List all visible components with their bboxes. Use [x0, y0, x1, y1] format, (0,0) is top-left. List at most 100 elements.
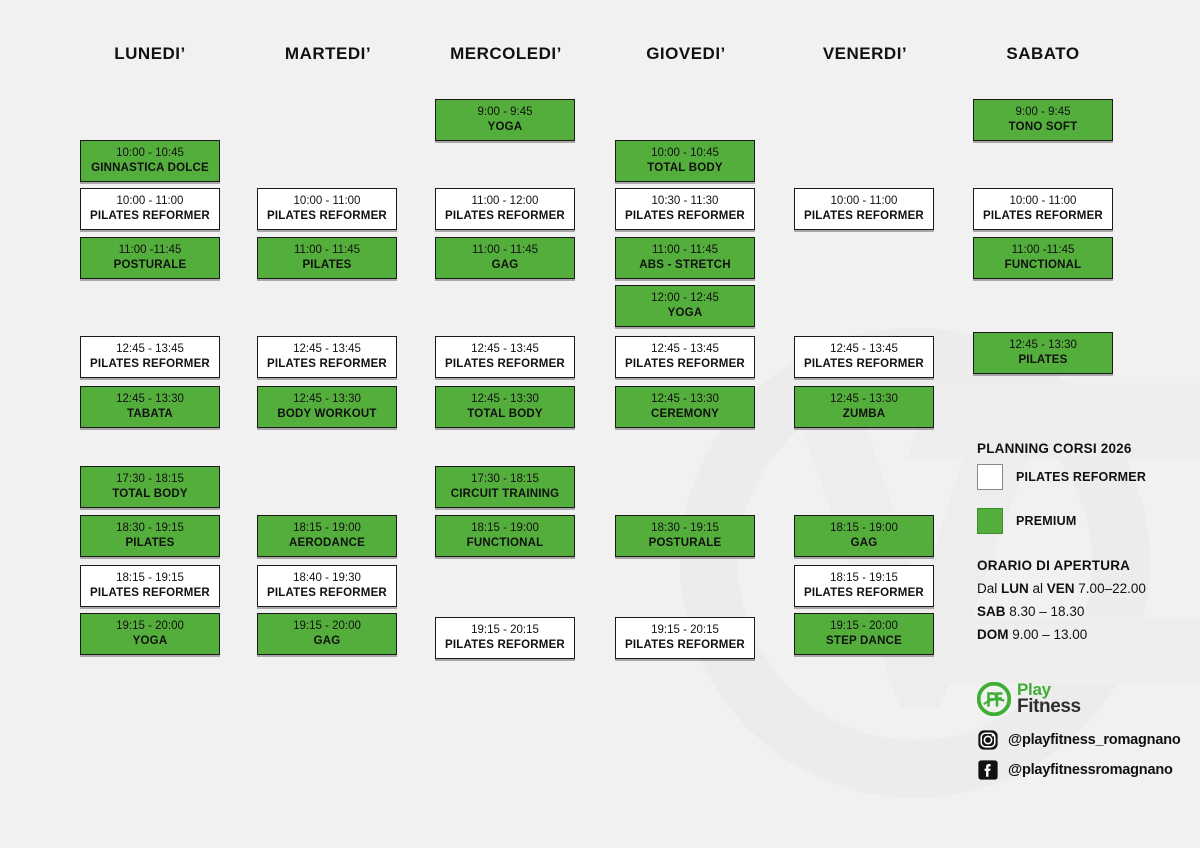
class-name: PILATES REFORMER: [804, 358, 924, 370]
class-card[interactable]: 10:00 - 10:45 GINNASTICA DOLCE: [80, 140, 220, 182]
class-card[interactable]: 10:00 - 11:00 PILATES REFORMER: [794, 188, 934, 230]
class-card[interactable]: 11:00 - 11:45 PILATES: [257, 237, 397, 279]
class-card[interactable]: 18:15 - 19:00 AERODANCE: [257, 515, 397, 557]
class-name: PILATES REFORMER: [90, 587, 210, 599]
class-name: PILATES REFORMER: [445, 639, 565, 651]
class-card[interactable]: 19:15 - 20:15 PILATES REFORMER: [615, 617, 755, 659]
class-time: 12:45 - 13:45: [651, 343, 719, 356]
legend-item-reformer: PILATES REFORMER: [977, 464, 1146, 490]
class-card[interactable]: 17:30 - 18:15 CIRCUIT TRAINING: [435, 466, 575, 508]
class-card[interactable]: 19:15 - 20:15 PILATES REFORMER: [435, 617, 575, 659]
class-card[interactable]: 11:00 -11:45 FUNCTIONAL: [973, 237, 1113, 279]
class-card[interactable]: 17:30 - 18:15 TOTAL BODY: [80, 466, 220, 508]
class-time: 12:45 - 13:45: [471, 343, 539, 356]
class-card[interactable]: 10:00 - 11:00 PILATES REFORMER: [257, 188, 397, 230]
class-name: YOGA: [132, 635, 168, 647]
class-name: CEREMONY: [650, 408, 720, 420]
play-fitness-logo-icon: [977, 682, 1011, 717]
class-card[interactable]: 9:00 - 9:45 YOGA: [435, 99, 575, 141]
class-time: 12:45 - 13:45: [293, 343, 361, 356]
class-time: 18:30 - 19:15: [116, 522, 184, 535]
instagram-handle[interactable]: @playfitness_romagnano: [1008, 732, 1181, 748]
class-card[interactable]: 12:45 - 13:45 PILATES REFORMER: [615, 336, 755, 378]
class-name: PILATES REFORMER: [445, 358, 565, 370]
class-card[interactable]: 12:45 - 13:45 PILATES REFORMER: [80, 336, 220, 378]
class-card[interactable]: 12:45 - 13:45 PILATES REFORMER: [794, 336, 934, 378]
class-name: PILATES: [302, 259, 352, 271]
class-time: 18:15 - 19:00: [471, 522, 539, 535]
class-card[interactable]: 19:15 - 20:00 STEP DANCE: [794, 613, 934, 655]
class-name: POSTURALE: [648, 537, 722, 549]
class-card[interactable]: 11:00 - 12:00 PILATES REFORMER: [435, 188, 575, 230]
class-card[interactable]: 10:00 - 10:45 TOTAL BODY: [615, 140, 755, 182]
legend-title: PLANNING CORSI 2026: [977, 441, 1132, 456]
class-card[interactable]: 11:00 - 11:45 ABS - STRETCH: [615, 237, 755, 279]
facebook-icon[interactable]: [977, 759, 999, 781]
brand-logo: Play Fitness: [977, 681, 1081, 717]
class-card[interactable]: 18:15 - 19:15 PILATES REFORMER: [794, 565, 934, 607]
class-card[interactable]: 12:00 - 12:45 YOGA: [615, 285, 755, 327]
class-time: 10:00 - 10:45: [116, 147, 184, 160]
legend-swatch-premium: [977, 508, 1003, 534]
class-time: 17:30 - 18:15: [116, 473, 184, 486]
class-card[interactable]: 12:45 - 13:30 PILATES: [973, 332, 1113, 374]
class-card[interactable]: 10:00 - 11:00 PILATES REFORMER: [80, 188, 220, 230]
class-name: POSTURALE: [113, 259, 187, 271]
class-name: PILATES REFORMER: [983, 210, 1103, 222]
legend-label: PREMIUM: [1016, 514, 1077, 528]
class-name: PILATES: [125, 537, 175, 549]
class-time: 9:00 - 9:45: [1015, 106, 1071, 119]
class-card[interactable]: 12:45 - 13:30 TABATA: [80, 386, 220, 428]
facebook-handle[interactable]: @playfitnessromagnano: [1008, 762, 1173, 778]
class-card[interactable]: 18:30 - 19:15 PILATES: [80, 515, 220, 557]
opening-hours-line: SAB 8.30 – 18.30: [977, 604, 1085, 619]
class-card[interactable]: 18:15 - 19:00 GAG: [794, 515, 934, 557]
class-card[interactable]: 12:45 - 13:45 PILATES REFORMER: [257, 336, 397, 378]
class-card[interactable]: 12:45 - 13:30 ZUMBA: [794, 386, 934, 428]
class-time: 12:45 - 13:30: [830, 393, 898, 406]
legend-item-premium: PREMIUM: [977, 508, 1076, 534]
class-card[interactable]: 12:45 - 13:30 TOTAL BODY: [435, 386, 575, 428]
class-time: 10:00 - 11:00: [1009, 195, 1077, 208]
class-name: GAG: [313, 635, 341, 647]
class-name: PILATES REFORMER: [804, 210, 924, 222]
class-name: STEP DANCE: [826, 635, 902, 647]
instagram-row[interactable]: @playfitness_romagnano: [977, 729, 1181, 751]
day-header-giovedi: GIOVEDI’: [646, 44, 726, 63]
class-card[interactable]: 10:30 - 11:30 PILATES REFORMER: [615, 188, 755, 230]
class-card[interactable]: 18:30 - 19:15 POSTURALE: [615, 515, 755, 557]
class-time: 18:40 - 19:30: [293, 572, 361, 585]
instagram-icon[interactable]: [977, 729, 999, 751]
facebook-row[interactable]: @playfitnessromagnano: [977, 759, 1173, 781]
class-time: 11:00 - 12:00: [471, 195, 539, 208]
class-card[interactable]: 12:45 - 13:30 CEREMONY: [615, 386, 755, 428]
class-time: 9:00 - 9:45: [477, 106, 533, 119]
class-time: 18:15 - 19:00: [293, 522, 361, 535]
class-card[interactable]: 19:15 - 20:00 GAG: [257, 613, 397, 655]
class-card[interactable]: 18:40 - 19:30 PILATES REFORMER: [257, 565, 397, 607]
day-header-mercoledi: MERCOLEDI’: [450, 44, 562, 63]
opening-hours-title: ORARIO DI APERTURA: [977, 558, 1131, 573]
class-card[interactable]: 9:00 - 9:45 TONO SOFT: [973, 99, 1113, 141]
class-card[interactable]: 19:15 - 20:00 YOGA: [80, 613, 220, 655]
class-name: ABS - STRETCH: [639, 259, 731, 271]
class-time: 11:00 - 11:45: [471, 244, 539, 257]
class-time: 11:00 - 11:45: [293, 244, 361, 257]
class-time: 19:15 - 20:15: [471, 624, 539, 637]
class-time: 10:00 - 11:00: [116, 195, 184, 208]
class-card[interactable]: 12:45 - 13:30 BODY WORKOUT: [257, 386, 397, 428]
class-time: 11:00 -11:45: [118, 244, 182, 257]
class-name: CIRCUIT TRAINING: [450, 488, 560, 500]
class-time: 10:00 - 11:00: [293, 195, 361, 208]
class-card[interactable]: 18:15 - 19:00 FUNCTIONAL: [435, 515, 575, 557]
class-card[interactable]: 12:45 - 13:45 PILATES REFORMER: [435, 336, 575, 378]
class-name: PILATES REFORMER: [804, 587, 924, 599]
class-card[interactable]: 10:00 - 11:00 PILATES REFORMER: [973, 188, 1113, 230]
class-card[interactable]: 18:15 - 19:15 PILATES REFORMER: [80, 565, 220, 607]
class-card[interactable]: 11:00 - 11:45 GAG: [435, 237, 575, 279]
class-name: AERODANCE: [289, 537, 365, 549]
class-time: 19:15 - 20:15: [651, 624, 719, 637]
class-name: TONO SOFT: [1008, 121, 1078, 133]
class-card[interactable]: 11:00 -11:45 POSTURALE: [80, 237, 220, 279]
